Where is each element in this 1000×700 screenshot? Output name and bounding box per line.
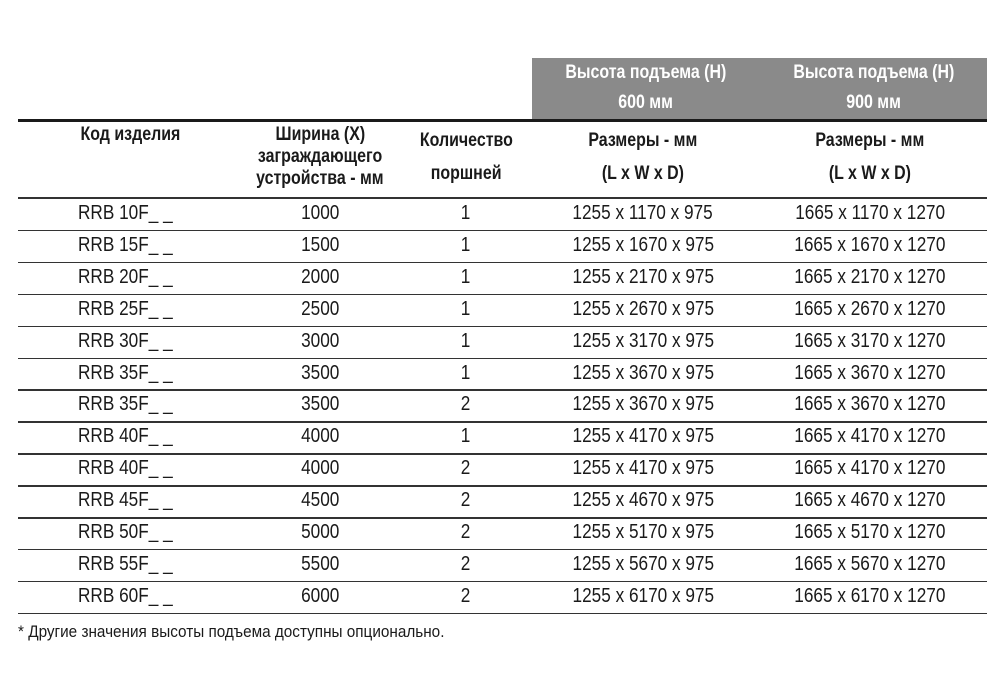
table-cell: RRB 30F_ _ <box>78 329 173 352</box>
table-cell: 2500 <box>300 297 340 320</box>
table-cell: 1255 x 1670 x 975 <box>572 233 714 256</box>
table-cell: 3000 <box>300 329 340 352</box>
table-cell: 1665 x 2170 x 1270 <box>794 265 946 288</box>
column-header-1: Ширина (X) заграждающего устройства - мм <box>256 124 384 189</box>
header-top-rule <box>18 119 987 122</box>
table-cell: 1 <box>461 265 471 288</box>
row-divider <box>18 389 987 391</box>
table-cell: 1255 x 4670 x 975 <box>572 489 714 512</box>
table-cell: RRB 35F_ _ <box>78 361 173 384</box>
table-cell: 1255 x 3670 x 975 <box>572 393 714 416</box>
table-cell: 1 <box>461 361 471 384</box>
table-cell: 3500 <box>300 361 340 384</box>
table-cell: 2000 <box>300 265 340 288</box>
table-cell: 1255 x 5170 x 975 <box>572 521 714 543</box>
table-cell: 1665 x 5170 x 1270 <box>794 521 946 543</box>
row-divider <box>18 580 987 583</box>
table-cell: 1255 x 4170 x 975 <box>572 425 714 448</box>
table-cell: 2 <box>461 457 471 480</box>
table-cell: 3500 <box>300 393 340 416</box>
table-cell: 2 <box>461 584 471 607</box>
row-divider <box>18 357 987 359</box>
column-header-3: Размеры - мм (L x W x D) <box>588 130 698 184</box>
row-divider <box>18 548 987 551</box>
group-header-1: Высота подъема (H) 900 мм <box>793 62 954 113</box>
table-cell: RRB 40F_ _ <box>78 457 173 480</box>
table-cell: 4500 <box>300 489 340 512</box>
table-cell: RRB 40F_ _ <box>78 425 173 448</box>
table-cell: 5500 <box>300 552 340 575</box>
table-cell: 4000 <box>300 425 340 448</box>
table-cell: 1 <box>461 233 471 256</box>
table-cell: RRB 55F_ _ <box>78 552 173 575</box>
table-cell: 1255 x 3670 x 975 <box>572 361 714 384</box>
table-cell: 1665 x 3670 x 1270 <box>794 393 946 416</box>
row-divider <box>18 612 987 615</box>
table-cell: 2 <box>461 393 471 416</box>
column-header-2: Количество поршней <box>419 130 513 184</box>
table-cell: 1000 <box>300 202 340 224</box>
row-divider <box>18 261 987 264</box>
group-header-background <box>532 58 987 120</box>
table-cell: 2 <box>461 552 471 575</box>
table-cell: 1665 x 3170 x 1270 <box>794 329 946 352</box>
row-divider <box>18 293 987 296</box>
table-cell: 1665 x 6170 x 1270 <box>794 584 946 607</box>
table-cell: 1255 x 1170 x 975 <box>572 202 714 224</box>
table-cell: RRB 50F_ _ <box>78 521 173 543</box>
table-cell: 1665 x 3670 x 1270 <box>794 361 946 384</box>
table-cell: 5000 <box>300 521 340 543</box>
table-cell: 1665 x 5670 x 1270 <box>794 552 946 575</box>
table-cell: 1255 x 2170 x 975 <box>572 265 714 288</box>
table-cell: 1 <box>461 202 471 224</box>
table-cell: RRB 35F_ _ <box>78 393 173 416</box>
header-bottom-rule <box>18 197 987 199</box>
table-cell: RRB 60F_ _ <box>78 584 173 607</box>
table-cell: 2 <box>461 521 471 543</box>
table-cell: 1665 x 4170 x 1270 <box>794 425 946 448</box>
column-header-4: Размеры - мм (L x W x D) <box>815 130 925 184</box>
row-divider <box>18 421 987 423</box>
table-cell: 1500 <box>300 233 340 256</box>
row-divider <box>18 453 987 455</box>
table-cell: 1255 x 5670 x 975 <box>572 552 714 575</box>
table-cell: 2 <box>461 489 471 512</box>
table-cell: RRB 45F_ _ <box>78 489 173 512</box>
row-divider <box>18 325 987 328</box>
table-cell: 1665 x 2670 x 1270 <box>794 297 946 320</box>
table-cell: 6000 <box>300 584 340 607</box>
footnote: * Другие значения высоты подъема доступн… <box>18 622 445 641</box>
table-cell: 1255 x 2670 x 975 <box>572 297 714 320</box>
row-divider <box>18 229 987 232</box>
table-cell: RRB 20F_ _ <box>78 265 173 288</box>
table-cell: 1665 x 1170 x 1270 <box>795 202 945 224</box>
table-cell: 1 <box>461 425 471 448</box>
table-cell: 1665 x 1670 x 1270 <box>794 233 946 256</box>
row-divider <box>18 517 987 519</box>
table-cell: RRB 25F_ _ <box>78 297 173 320</box>
table-cell: 1665 x 4170 x 1270 <box>794 457 946 480</box>
table-cell: RRB 10F_ _ <box>78 202 173 224</box>
table-cell: 1665 x 4670 x 1270 <box>794 489 946 512</box>
table-cell: 1255 x 3170 x 975 <box>572 329 714 352</box>
table-cell: 4000 <box>300 457 340 480</box>
table-cell: RRB 15F_ _ <box>78 233 173 256</box>
table-cell: 1 <box>461 297 471 320</box>
group-header-0: Высота подъема (H) 600 мм <box>565 62 726 113</box>
table-cell: 1255 x 6170 x 975 <box>572 584 714 607</box>
column-header-0: Код изделия <box>80 124 180 145</box>
table-cell: 1 <box>461 329 471 352</box>
table-cell: 1255 x 4170 x 975 <box>572 457 714 480</box>
row-divider <box>18 485 987 487</box>
